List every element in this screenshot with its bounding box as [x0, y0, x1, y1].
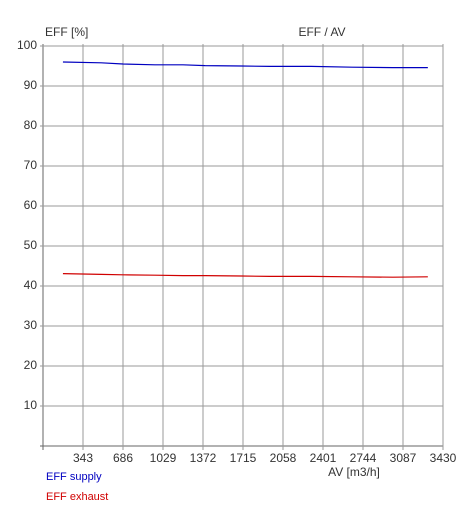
series-line	[62, 61, 428, 69]
x-tick-label: 3087	[390, 451, 417, 465]
x-tick-label: 1029	[150, 451, 177, 465]
y-tick-label: 80	[24, 118, 38, 132]
y-tick-label: 10	[24, 398, 38, 412]
y-tick-label: 20	[24, 358, 38, 372]
y-tick-label: 70	[24, 158, 38, 172]
x-tick-label: 2401	[310, 451, 337, 465]
series-line	[62, 273, 428, 278]
x-tick-label: 686	[113, 451, 133, 465]
x-tick-label: 1372	[190, 451, 217, 465]
x-tick-label: 2058	[270, 451, 297, 465]
y-tick-label: 30	[24, 318, 38, 332]
chart-title: EFF / AV	[298, 25, 345, 39]
legend-label: EFF exhaust	[46, 491, 108, 503]
y-axis-title: EFF [%]	[45, 25, 88, 39]
x-tick-label: 1715	[230, 451, 257, 465]
x-tick-label: 2744	[350, 451, 377, 465]
y-tick-label: 90	[24, 78, 38, 92]
y-tick-label: 100	[17, 38, 37, 52]
x-axis-title: AV [m3/h]	[328, 465, 380, 479]
y-tick-label: 40	[24, 278, 38, 292]
legend-label: EFF supply	[46, 471, 102, 483]
y-tick-label: 50	[24, 238, 38, 252]
x-tick-label: 3430	[430, 451, 457, 465]
y-tick-label: 60	[24, 198, 38, 212]
x-tick-label: 343	[73, 451, 93, 465]
